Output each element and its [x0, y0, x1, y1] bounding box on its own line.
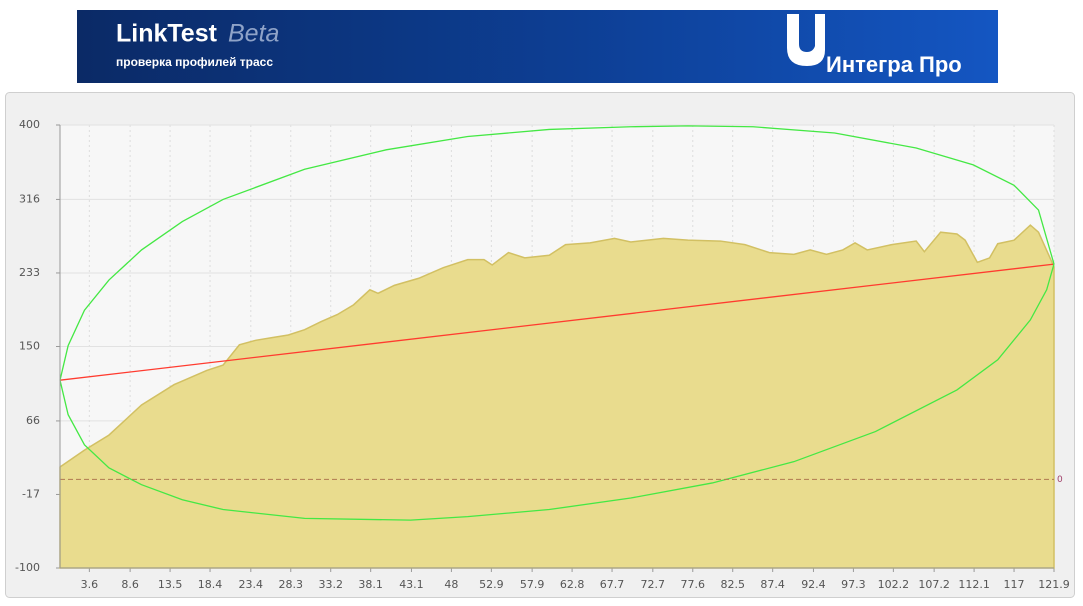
app-badge: Beta [228, 20, 280, 48]
y-tick-label: 316 [19, 192, 40, 205]
x-tick-label: 52.9 [479, 578, 504, 591]
y-tick-label: -100 [15, 561, 40, 574]
terrain-area [59, 224, 1055, 569]
x-tick-label: 77.6 [681, 578, 706, 591]
x-tick-label: 43.1 [399, 578, 424, 591]
banner [77, 10, 998, 83]
x-tick-label: 121.9 [1038, 578, 1070, 591]
x-tick-label: 72.7 [641, 578, 666, 591]
x-tick-label: 8.6 [121, 578, 139, 591]
x-tick-label: 87.4 [760, 578, 785, 591]
x-tick-label: 13.5 [158, 578, 183, 591]
x-tick-label: 92.4 [801, 578, 826, 591]
app-title: LinkTest [116, 20, 218, 48]
x-tick-label: 62.8 [560, 578, 585, 591]
x-tick-label: 33.2 [318, 578, 343, 591]
plot: 3.6 8.6 13.5 18.4 23.4 28.3 33.2 38.1 43.1 48 52.9… [15, 118, 1070, 591]
brand: Интегра Про [826, 52, 962, 77]
y-tick-label: 66 [26, 414, 40, 427]
logo [787, 14, 825, 66]
x-tick-label: 112.1 [958, 578, 990, 591]
x-tick-label: 3.6 [81, 578, 99, 591]
x-tick-label: 38.1 [358, 578, 383, 591]
x-tick-label: 102.2 [878, 578, 910, 591]
x-tick-label: 107.2 [918, 578, 950, 591]
zero-label: 0 [1057, 475, 1063, 485]
zone-lower [59, 263, 1055, 521]
y-tick-label: 150 [19, 340, 40, 353]
y-tick-label: -17 [22, 487, 40, 500]
line-of-sight [59, 263, 1055, 381]
y-tick-label: 233 [19, 266, 40, 279]
x-tick-label: 23.4 [239, 578, 264, 591]
x-tick-label: 28.3 [279, 578, 304, 591]
x-tick-label: 18.4 [198, 578, 223, 591]
x-tick-label: 82.5 [720, 578, 745, 591]
x-tick-label: 48 [444, 578, 458, 591]
x-tick-label: 57.9 [520, 578, 545, 591]
y-tick-label: 400 [19, 118, 40, 131]
x-tick-label: 117 [1004, 578, 1025, 591]
zone-upper [59, 125, 1055, 381]
x-tick-label: 97.3 [841, 578, 866, 591]
x-tick-label: 67.7 [600, 578, 625, 591]
app-subtitle: проверка профилей трасс [116, 55, 273, 69]
